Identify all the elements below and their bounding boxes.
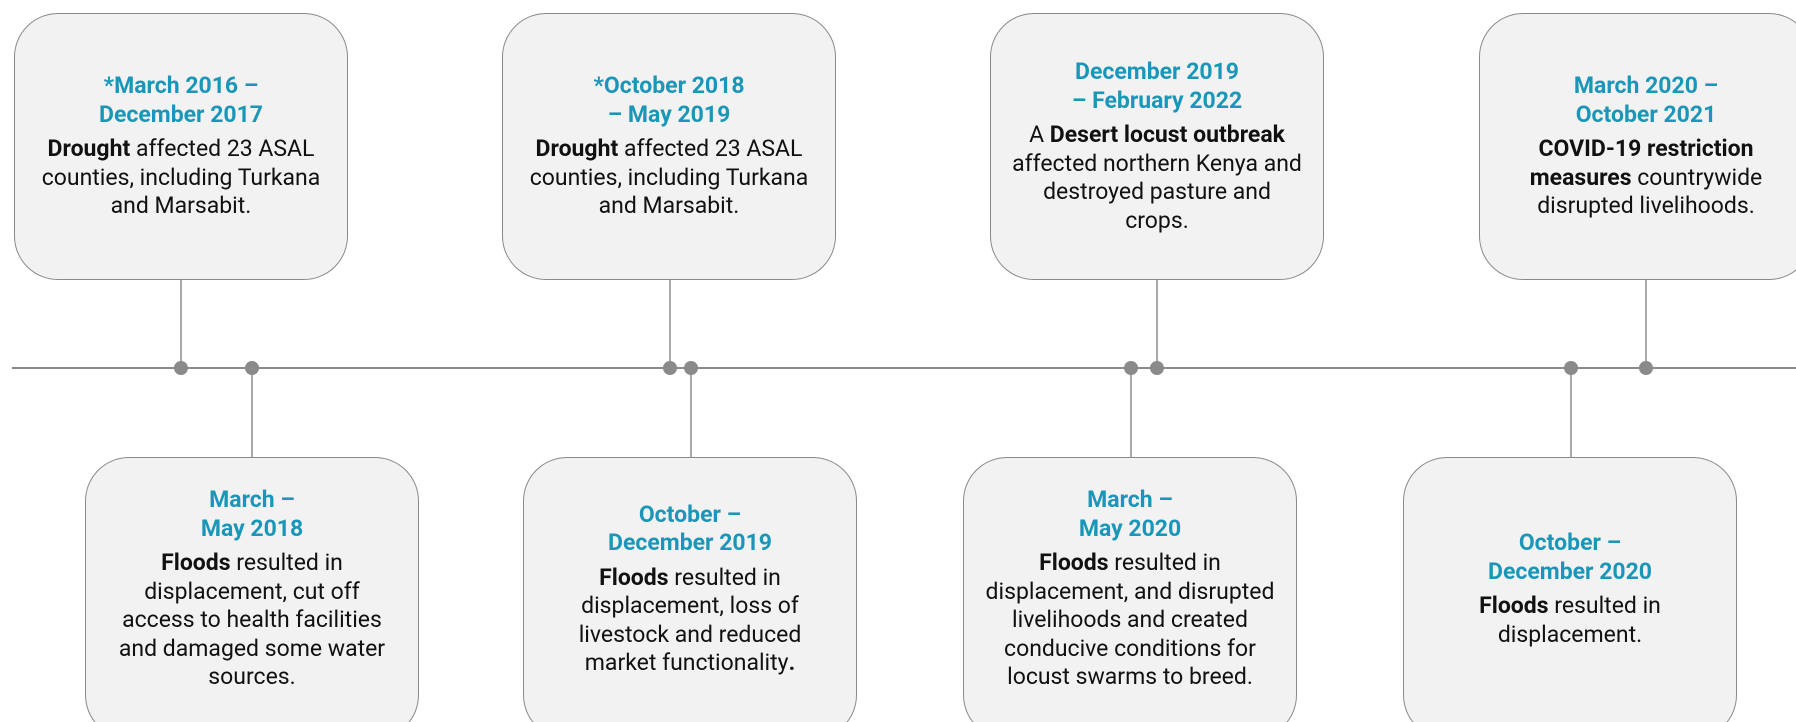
- event-box: October – December 2020 Floods resulted in…: [1403, 457, 1737, 722]
- event-date: October – December 2019: [608, 501, 772, 558]
- description-part: resulted in displacement, loss of livest…: [578, 563, 802, 677]
- date-line: December 2019: [1075, 58, 1239, 85]
- event-description: COVID-19 restriction measures countrywid…: [1500, 135, 1792, 221]
- date-line: – February 2022: [1071, 86, 1243, 114]
- event-date: December 2019– February 2022: [1072, 58, 1242, 115]
- description-part: COVID-19 restriction measures: [1529, 135, 1754, 191]
- description-part: Floods: [599, 563, 669, 591]
- description-part: affected northern Kenya and destroyed pa…: [1012, 149, 1302, 234]
- event-description: Drought affected 23 ASAL counties, inclu…: [35, 135, 327, 221]
- date-line: *March 2016 –: [103, 72, 259, 100]
- event-box: March 2020 – October 2021 COVID-19 restric…: [1479, 13, 1796, 280]
- description-part: Floods: [1479, 592, 1549, 619]
- date-line: March –: [209, 486, 295, 514]
- event-dot: [245, 361, 259, 375]
- description-part: .: [788, 649, 796, 676]
- event-dot: [1639, 361, 1653, 375]
- event-date: March – May 2020: [1079, 486, 1181, 543]
- event-dot: [174, 361, 188, 375]
- description-part: affected 23 ASAL counties, including Tur…: [529, 135, 809, 220]
- date-line: December 2017: [99, 100, 263, 128]
- date-line: March –: [1087, 486, 1173, 514]
- description-part: countrywide disrupted livelihoods.: [1537, 163, 1763, 220]
- description-part: Floods: [1039, 549, 1109, 577]
- event-dot: [1150, 361, 1164, 375]
- date-line: December 2020: [1488, 557, 1652, 585]
- date-line: *October 2018: [593, 72, 745, 100]
- event-description: Floods resulted in displacement, cut off…: [106, 549, 398, 692]
- event-dot: [684, 361, 698, 375]
- description-part: Desert locust outbreak: [1049, 121, 1285, 148]
- date-line: October –: [638, 500, 742, 528]
- description-part: resulted in displacement, cut off access…: [118, 549, 386, 691]
- description-part: resulted in displacement.: [1497, 592, 1661, 648]
- date-line: March 2020 –: [1573, 72, 1719, 100]
- event-dot: [1124, 361, 1138, 375]
- event-description: A Desert locust outbreak affected northe…: [1011, 121, 1303, 235]
- event-dot: [1564, 361, 1578, 375]
- date-line: December 2019: [608, 529, 772, 556]
- date-line: May 2020: [1078, 514, 1182, 542]
- event-date: *March 2016 – December 2017: [99, 72, 263, 129]
- event-date: *October 2018– May 2019: [593, 72, 744, 129]
- event-box: *March 2016 – December 2017 Drought affect…: [14, 13, 348, 280]
- event-date: October – December 2020: [1488, 529, 1652, 586]
- date-line: October 2021: [1575, 100, 1717, 128]
- event-box: December 2019– February 2022 A Desert loc…: [990, 13, 1324, 280]
- event-dot: [663, 361, 677, 375]
- description-part: A: [1029, 121, 1050, 148]
- event-description: Floods resulted in displacement.: [1424, 592, 1716, 649]
- date-line: – May 2019: [607, 100, 731, 128]
- description-part: Drought: [535, 135, 619, 163]
- event-description: Floods resulted in displacement, loss of…: [544, 564, 836, 678]
- description-part: affected 23 ASAL counties, including Tur…: [41, 135, 321, 220]
- date-line: May 2018: [200, 514, 304, 542]
- event-box: October – December 2019 Floods resulted in…: [523, 457, 857, 722]
- event-box: *October 2018– May 2019 Drought affected …: [502, 13, 836, 280]
- date-line: October –: [1518, 529, 1622, 556]
- event-box: March – May 2020 Floods resulted in displa…: [963, 457, 1297, 722]
- description-part: Drought: [47, 135, 131, 163]
- event-description: Drought affected 23 ASAL counties, inclu…: [523, 135, 815, 221]
- description-part: Floods: [161, 549, 231, 577]
- event-description: Floods resulted in displacement, and dis…: [984, 549, 1276, 692]
- description-part: resulted in displacement, and disrupted …: [985, 549, 1275, 691]
- event-date: March – May 2018: [201, 486, 303, 543]
- event-box: March – May 2018 Floods resulted in displa…: [85, 457, 419, 722]
- event-date: March 2020 – October 2021: [1574, 72, 1718, 129]
